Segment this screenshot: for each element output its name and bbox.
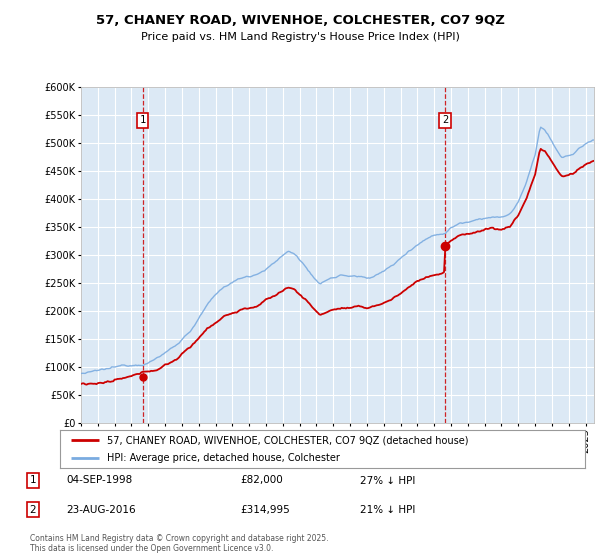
Text: Price paid vs. HM Land Registry's House Price Index (HPI): Price paid vs. HM Land Registry's House …	[140, 32, 460, 42]
Text: 27% ↓ HPI: 27% ↓ HPI	[360, 475, 415, 486]
Text: 23-AUG-2016: 23-AUG-2016	[66, 505, 136, 515]
Text: £314,995: £314,995	[240, 505, 290, 515]
Text: 57, CHANEY ROAD, WIVENHOE, COLCHESTER, CO7 9QZ: 57, CHANEY ROAD, WIVENHOE, COLCHESTER, C…	[95, 14, 505, 27]
Text: 21% ↓ HPI: 21% ↓ HPI	[360, 505, 415, 515]
Text: 1: 1	[140, 115, 146, 125]
Text: 2: 2	[442, 115, 448, 125]
Text: 57, CHANEY ROAD, WIVENHOE, COLCHESTER, CO7 9QZ (detached house): 57, CHANEY ROAD, WIVENHOE, COLCHESTER, C…	[107, 435, 469, 445]
Text: Contains HM Land Registry data © Crown copyright and database right 2025.
This d: Contains HM Land Registry data © Crown c…	[30, 534, 329, 553]
Text: 04-SEP-1998: 04-SEP-1998	[66, 475, 132, 486]
Text: 2: 2	[29, 505, 37, 515]
Text: HPI: Average price, detached house, Colchester: HPI: Average price, detached house, Colc…	[107, 453, 340, 463]
Text: £82,000: £82,000	[240, 475, 283, 486]
Text: 1: 1	[29, 475, 37, 486]
